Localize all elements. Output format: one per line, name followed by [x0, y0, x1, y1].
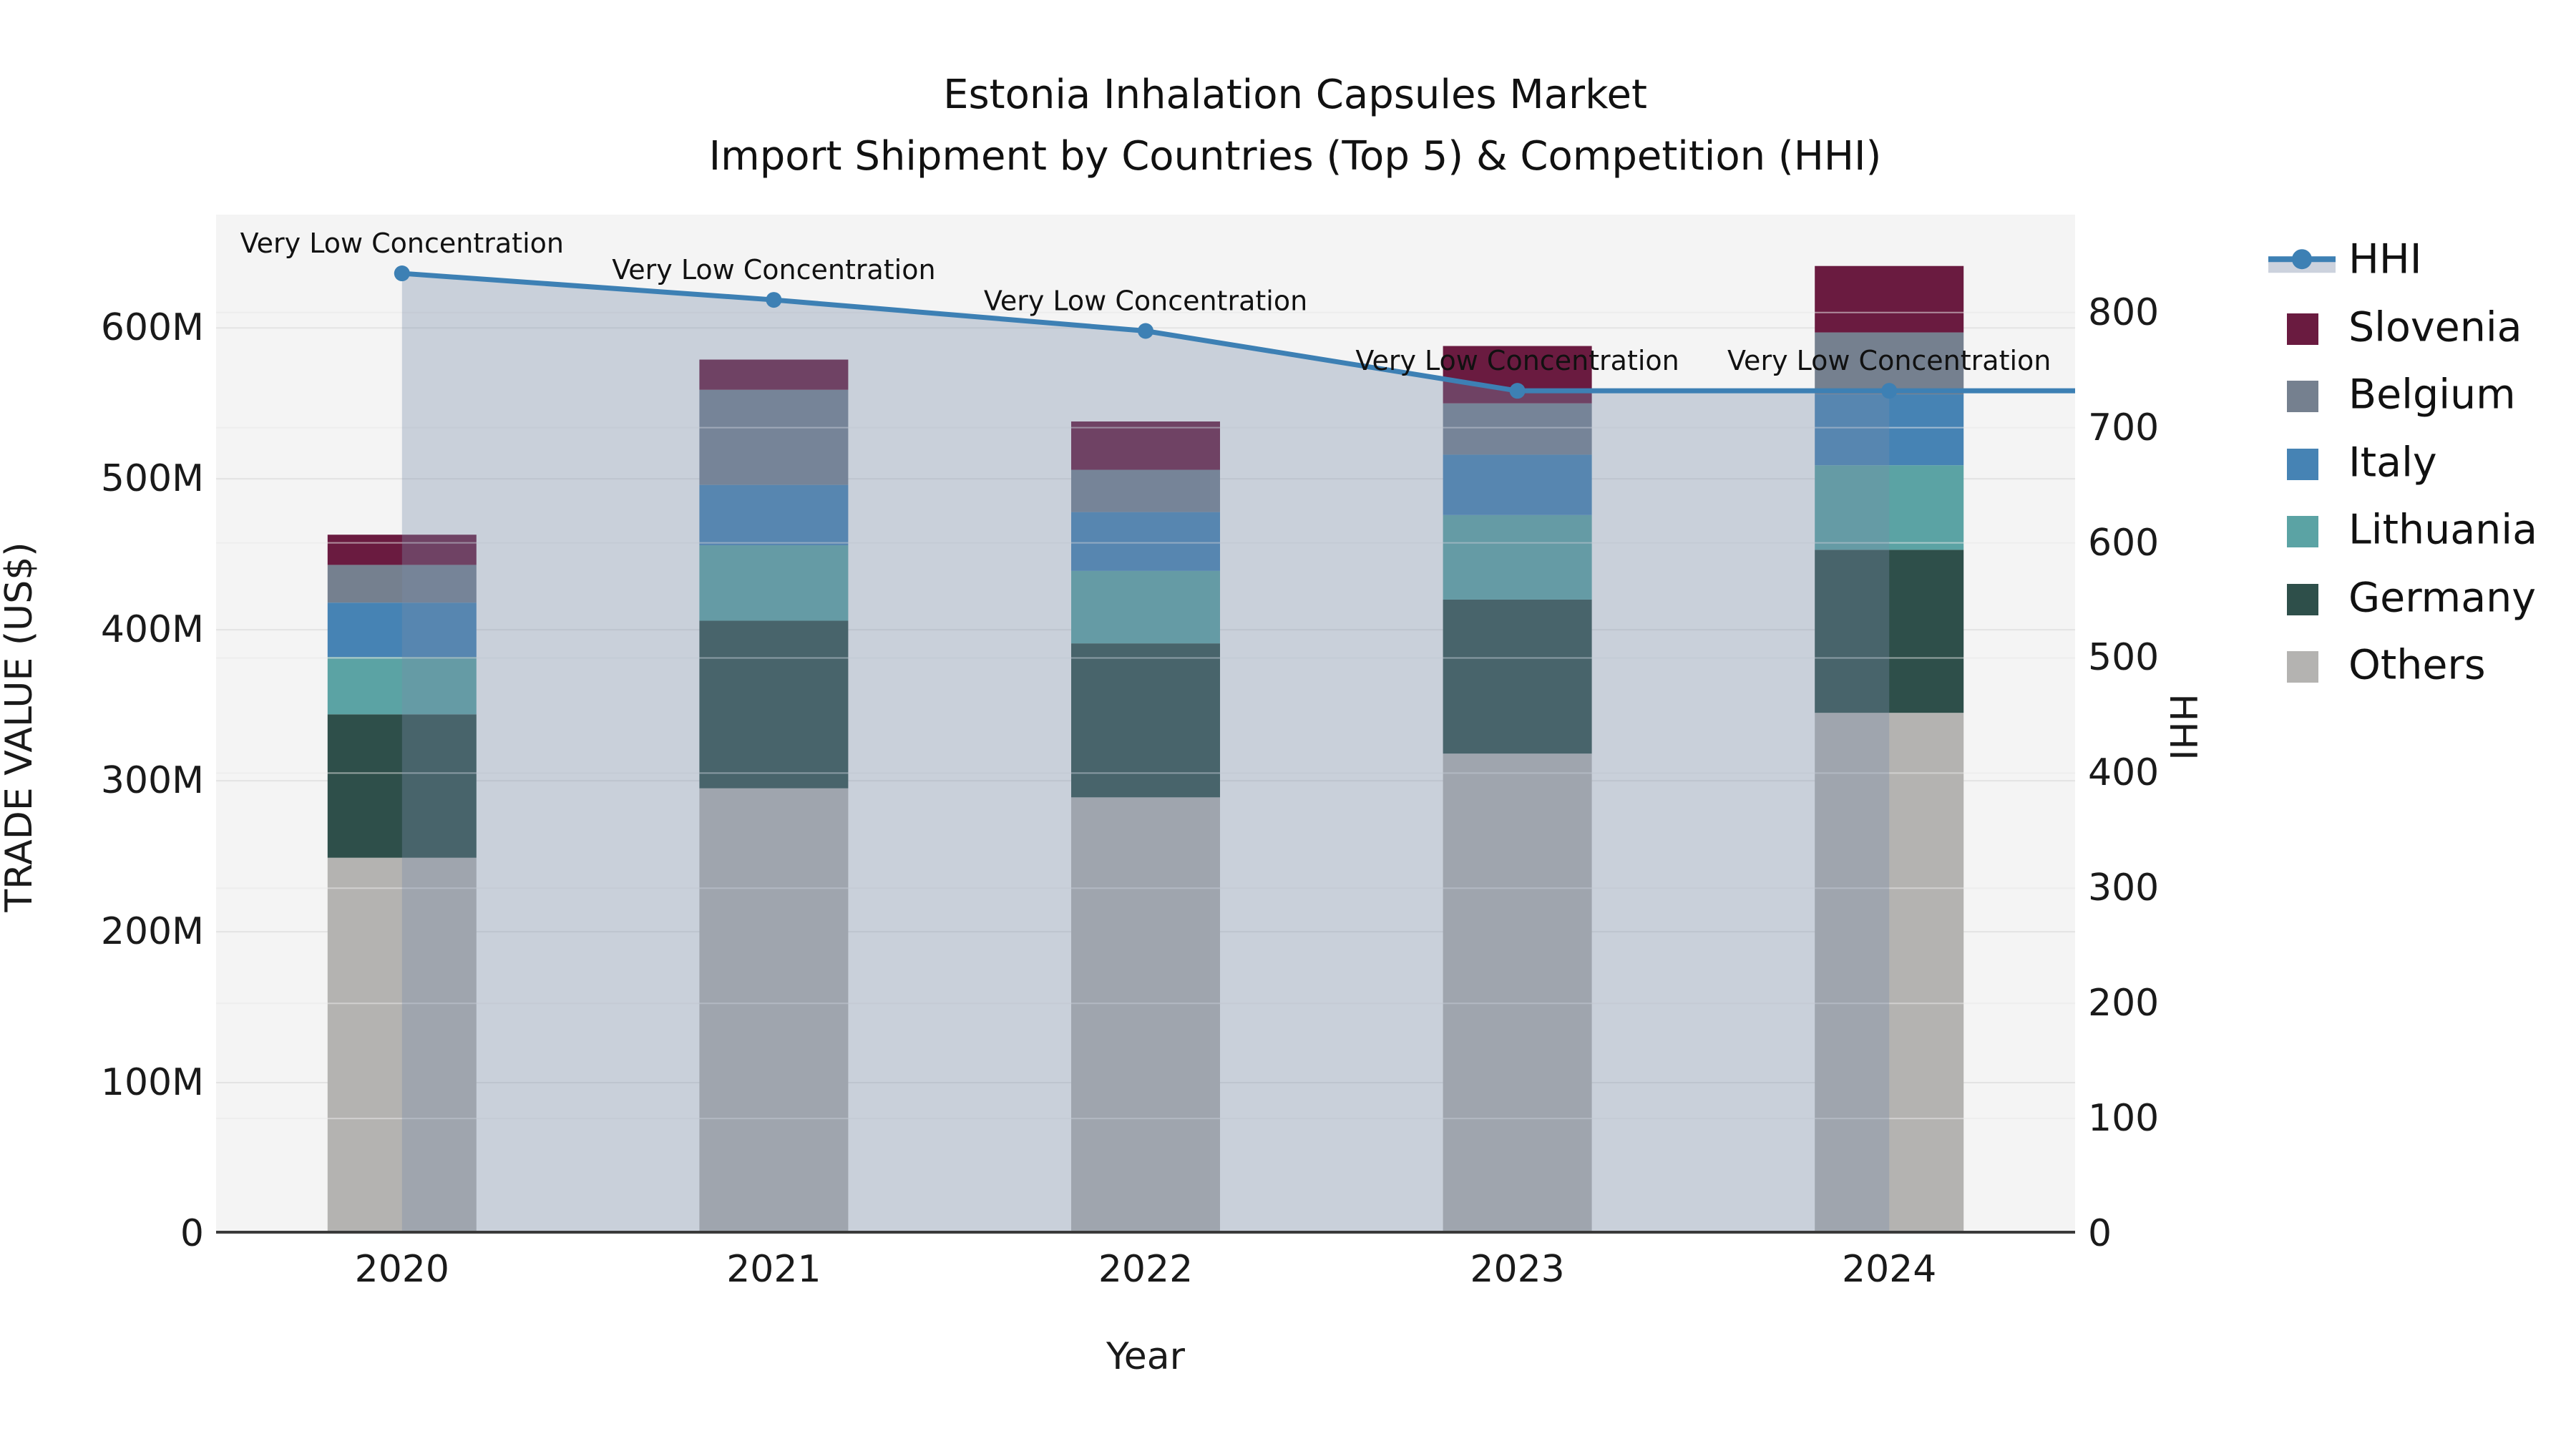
annotation-text-2024: Very Low Concentration [1727, 345, 2051, 376]
bar-segment-others-2023 [1443, 753, 1592, 1234]
bar-segment-others-2020 [327, 857, 477, 1234]
bar-segment-lithuania-2023 [1443, 514, 1592, 600]
plot-area: Very Low Concentration Very Low Concentra… [216, 215, 2075, 1234]
bar-segment-belgium-2020 [327, 565, 477, 603]
legend-item-germany: Germany [2254, 574, 2576, 625]
y-tick-left-0: 0 [180, 1212, 204, 1255]
hhi-marker-2022 [1138, 323, 1153, 339]
legend-label-others: Others [2348, 641, 2486, 689]
legend-swatch-belgium [2287, 381, 2318, 412]
x-tick-2021: 2021 [726, 1248, 821, 1291]
annotation-text-2020: Very Low Concentration [240, 228, 564, 259]
bar-segment-others-2022 [1071, 797, 1220, 1234]
legend: HHI Slovenia Belgium Italy Lithuania Germany O… [2254, 229, 2576, 716]
bar-segment-lithuania-2022 [1071, 570, 1220, 644]
annotation-text-2023: Very Low Concentration [1355, 345, 1679, 376]
y-tick-left-400M: 400M [100, 608, 204, 652]
y-tick-right-500: 500 [2088, 636, 2160, 680]
legend-swatch-lithuania [2287, 516, 2318, 547]
y-tick-right-400: 400 [2088, 751, 2160, 795]
legend-swatch-italy [2287, 449, 2318, 480]
legend-item-belgium: Belgium [2254, 371, 2576, 421]
hhi-marker-2023 [1509, 383, 1526, 399]
bar-segment-germany-2020 [327, 714, 477, 858]
hhi-marker-2020 [394, 265, 410, 282]
bar-segment-italy-2021 [699, 484, 849, 546]
annotation-text-2022: Very Low Concentration [984, 286, 1307, 317]
bar-segment-others-2024 [1815, 713, 1964, 1234]
bar-segment-lithuania-2020 [327, 657, 477, 715]
legend-hhi-marker-dot [2292, 249, 2312, 270]
bar-segment-germany-2021 [699, 620, 849, 789]
bar-segment-lithuania-2021 [699, 545, 849, 621]
annotation-text-2021: Very Low Concentration [612, 254, 935, 286]
y-tick-right-600: 600 [2088, 521, 2160, 565]
hhi-marker-2021 [766, 292, 782, 308]
x-axis-label: Year [1106, 1335, 1186, 1378]
chart-title-line2: Import Shipment by Countries (Top 5) & C… [708, 133, 1882, 180]
y-tick-right-100: 100 [2088, 1097, 2160, 1141]
bar-segment-belgium-2021 [699, 389, 849, 485]
y-tick-right-700: 700 [2088, 406, 2160, 449]
plot-svg: Very Low Concentration Very Low Concentra… [216, 228, 2075, 1234]
legend-label-belgium: Belgium [2348, 371, 2516, 419]
y-axis-label-left: TRADE VALUE (US$) [0, 542, 41, 912]
legend-label-slovenia: Slovenia [2348, 303, 2522, 351]
y-tick-left-300M: 300M [100, 759, 204, 803]
legend-item-italy: Italy [2254, 439, 2576, 489]
x-tick-2024: 2024 [1842, 1248, 1937, 1291]
legend-item-hhi: HHI [2254, 235, 2576, 286]
y-tick-right-800: 800 [2088, 291, 2160, 334]
bar-segment-belgium-2023 [1443, 403, 1592, 455]
legend-label-hhi: HHI [2348, 235, 2422, 283]
y-tick-left-500M: 500M [100, 457, 204, 501]
hhi-marker-2024 [1881, 383, 1898, 399]
bar-segment-italy-2022 [1071, 512, 1220, 571]
chart-title-line1: Estonia Inhalation Capsules Market [943, 72, 1647, 118]
y-tick-right-300: 300 [2088, 867, 2160, 910]
legend-swatch-hhi-line [2268, 249, 2336, 273]
bar-segment-slovenia-2022 [1071, 421, 1220, 470]
bar-segment-belgium-2022 [1071, 469, 1220, 512]
legend-label-germany: Germany [2348, 574, 2536, 622]
legend-swatch-germany [2287, 584, 2318, 615]
bar-segment-lithuania-2024 [1815, 465, 1964, 550]
legend-swatch-others [2287, 651, 2318, 683]
legend-swatch-slovenia [2287, 313, 2318, 345]
bar-segment-germany-2024 [1815, 550, 1964, 713]
y-tick-right-0: 0 [2088, 1212, 2112, 1255]
hhi-line [401, 270, 2075, 394]
legend-item-slovenia: Slovenia [2254, 303, 2576, 354]
x-tick-2022: 2022 [1098, 1248, 1194, 1291]
x-tick-2020: 2020 [354, 1248, 449, 1291]
bar-segment-italy-2024 [1815, 394, 1964, 466]
bar-segment-others-2021 [699, 788, 849, 1234]
bar-segment-germany-2023 [1443, 599, 1592, 754]
legend-item-others: Others [2254, 641, 2576, 692]
legend-label-lithuania: Lithuania [2348, 506, 2538, 554]
bar-segment-italy-2020 [327, 602, 477, 658]
x-tick-2023: 2023 [1470, 1248, 1565, 1291]
hhi-area [401, 273, 1890, 1234]
legend-label-italy: Italy [2348, 439, 2437, 487]
bar-segment-slovenia-2021 [699, 359, 849, 390]
legend-item-lithuania: Lithuania [2254, 506, 2576, 557]
bar-segment-slovenia-2020 [327, 535, 477, 565]
y-tick-left-600M: 600M [100, 306, 204, 350]
y-tick-left-200M: 200M [100, 910, 204, 954]
y-tick-left-100M: 100M [100, 1061, 204, 1105]
bar-segment-slovenia-2024 [1815, 265, 1964, 333]
bar-segment-italy-2023 [1443, 454, 1592, 515]
y-axis-label-right: HHI [2161, 693, 2204, 761]
bar-segment-germany-2022 [1071, 643, 1220, 798]
y-tick-right-200: 200 [2088, 982, 2160, 1025]
